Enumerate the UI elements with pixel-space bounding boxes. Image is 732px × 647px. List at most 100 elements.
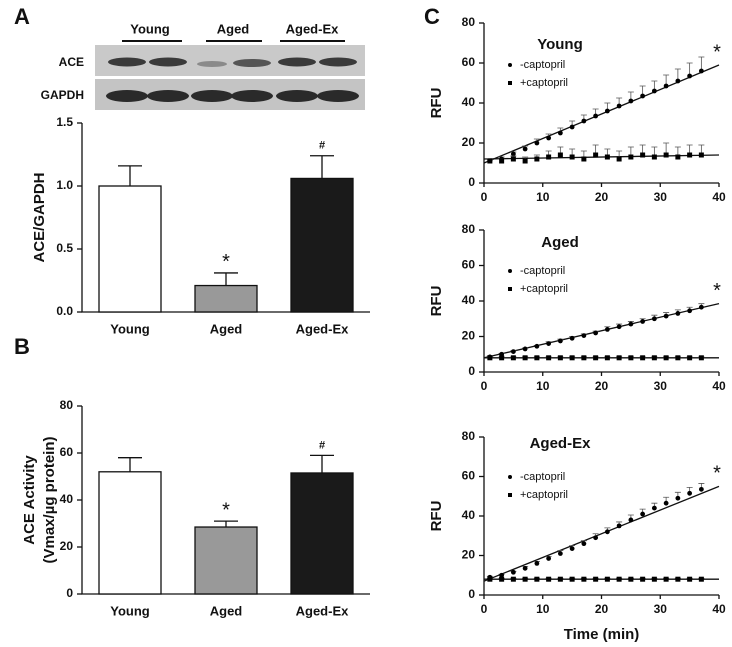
chart-title: Aged	[541, 234, 579, 251]
legend-marker	[508, 287, 512, 291]
legend-marker	[508, 493, 512, 497]
point	[616, 156, 622, 162]
annotation: #	[319, 439, 325, 451]
band	[147, 90, 189, 102]
y-tick-label: 60	[462, 258, 476, 272]
band	[278, 57, 316, 67]
band	[149, 57, 187, 67]
point	[593, 113, 599, 119]
y-axis-label: RFU	[428, 88, 445, 119]
x-tick-label: 40	[712, 379, 726, 393]
point	[557, 355, 563, 361]
y-tick-label: 80	[462, 429, 476, 443]
y-tick-label: 40	[60, 492, 74, 506]
x-tick-label: Young	[110, 321, 150, 336]
point	[616, 523, 622, 529]
point	[651, 88, 657, 94]
point	[581, 576, 587, 582]
point	[499, 355, 505, 361]
error-bar	[310, 155, 334, 179]
point	[651, 505, 657, 511]
x-axis-label: Time (min)	[564, 626, 640, 643]
y-tick-label: 40	[462, 95, 476, 109]
y-tick-label: 60	[60, 445, 74, 459]
blot-group: Young	[130, 21, 170, 36]
point	[616, 576, 622, 582]
y-tick-label: 0	[468, 364, 475, 378]
point	[616, 103, 622, 109]
band	[108, 57, 146, 67]
y-tick-label: 80	[462, 15, 476, 29]
y-tick-label: 0	[468, 587, 475, 601]
point	[557, 576, 563, 582]
point	[675, 576, 681, 582]
point	[651, 355, 657, 361]
point	[487, 158, 493, 164]
point	[581, 333, 587, 339]
point	[628, 321, 634, 327]
point	[499, 572, 505, 578]
point	[604, 529, 610, 535]
y-tick-label: 0.5	[56, 241, 73, 255]
point	[510, 355, 516, 361]
y-tick-label: 1.0	[56, 178, 73, 192]
y-axis-label: ACE/GAPDH	[31, 172, 48, 262]
x-tick-label: 0	[481, 602, 488, 616]
blot-row: GAPDH	[41, 88, 84, 102]
band	[197, 61, 227, 67]
point	[557, 152, 563, 158]
x-tick-label: Young	[110, 603, 150, 618]
y-tick-label: 20	[60, 539, 74, 553]
point	[593, 152, 599, 158]
annotation: *	[713, 41, 721, 63]
y-axis-label: RFU	[428, 286, 445, 317]
point	[628, 98, 634, 104]
y-tick-label: 60	[462, 469, 476, 483]
y-tick-label: 40	[462, 293, 476, 307]
point	[640, 93, 646, 99]
point	[698, 486, 704, 492]
point	[604, 154, 610, 160]
point	[557, 338, 563, 344]
point	[593, 330, 599, 336]
point	[604, 576, 610, 582]
legend-marker	[508, 63, 512, 67]
point	[522, 576, 528, 582]
annotation: *	[222, 251, 230, 273]
x-tick-label: 30	[654, 602, 668, 616]
point	[640, 511, 646, 517]
point	[628, 576, 634, 582]
point	[522, 158, 528, 164]
y-tick-label: 0.0	[56, 304, 73, 318]
point	[569, 154, 575, 160]
point	[510, 569, 516, 575]
point	[687, 355, 693, 361]
error-bar	[214, 520, 238, 528]
x-tick-label: 30	[654, 379, 668, 393]
error-bar	[118, 165, 142, 186]
point	[687, 576, 693, 582]
point	[546, 341, 552, 346]
point	[581, 118, 587, 124]
point	[593, 355, 599, 361]
point	[687, 73, 693, 79]
axis-line	[483, 437, 719, 596]
point	[628, 355, 634, 361]
point	[557, 551, 563, 556]
x-tick-label: 20	[595, 190, 609, 204]
panel-label: C	[424, 4, 440, 29]
band	[319, 57, 357, 67]
point	[522, 565, 528, 571]
point	[604, 108, 610, 114]
point	[663, 576, 669, 582]
point	[628, 517, 634, 523]
y-tick-label: 20	[462, 329, 476, 343]
y-tick-label: 0	[66, 586, 73, 600]
fit-line	[483, 303, 720, 359]
y-tick-label: 0	[468, 175, 475, 189]
error-bar	[214, 272, 238, 286]
legend-label: -captopril	[520, 59, 565, 71]
point	[499, 158, 505, 164]
point	[675, 311, 681, 316]
